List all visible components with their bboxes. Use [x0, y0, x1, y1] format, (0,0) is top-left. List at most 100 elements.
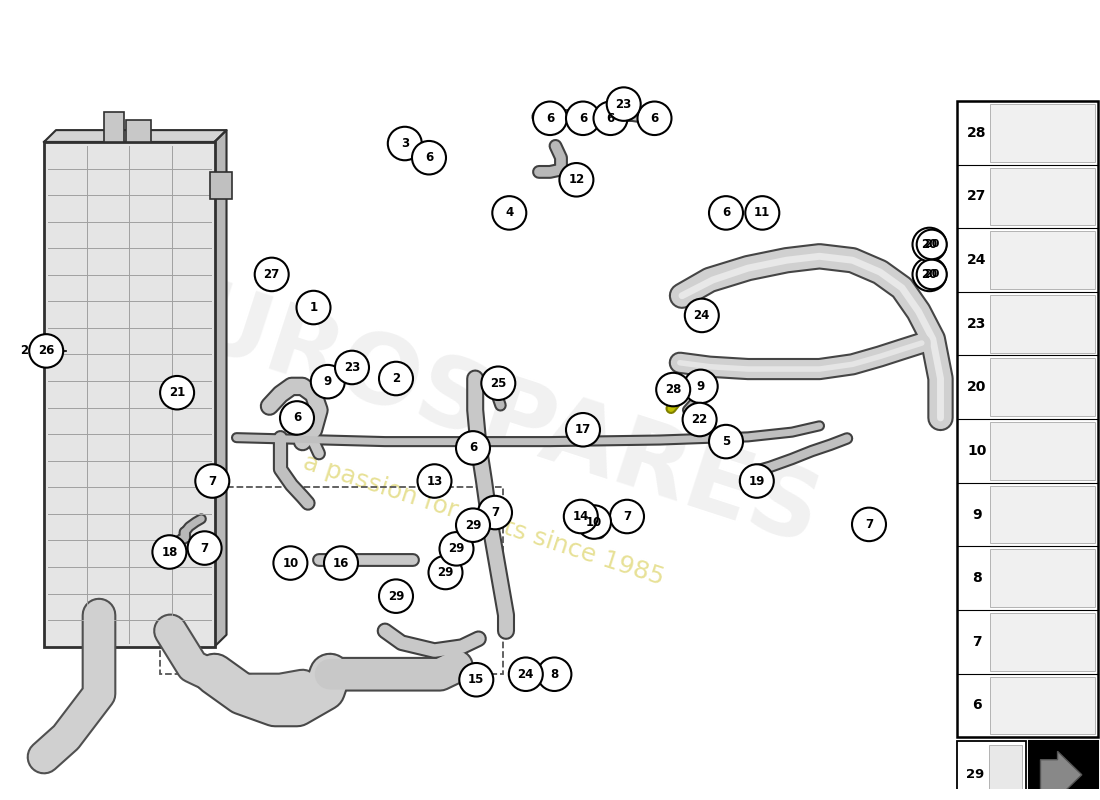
Bar: [990, 677, 1094, 734]
Text: 6: 6: [579, 112, 587, 125]
Bar: [990, 231, 1094, 289]
Text: 27: 27: [967, 190, 987, 203]
Text: 28: 28: [666, 383, 681, 396]
Circle shape: [324, 546, 358, 580]
Circle shape: [418, 464, 451, 498]
Text: 26: 26: [39, 345, 54, 358]
Text: 9: 9: [972, 507, 982, 522]
Bar: [990, 358, 1094, 416]
Text: 10: 10: [967, 444, 987, 458]
Text: 16: 16: [333, 557, 349, 570]
Circle shape: [913, 258, 946, 291]
Bar: [957, 101, 1098, 738]
Circle shape: [196, 464, 229, 498]
Text: 12: 12: [569, 174, 584, 186]
Circle shape: [482, 366, 515, 400]
Circle shape: [478, 496, 512, 530]
Text: 29: 29: [966, 768, 984, 782]
Text: 121 05: 121 05: [1040, 788, 1087, 800]
Circle shape: [188, 531, 221, 565]
Polygon shape: [214, 130, 227, 646]
Circle shape: [710, 196, 742, 230]
Bar: [44, 142, 214, 646]
Text: a passion for parts since 1985: a passion for parts since 1985: [300, 450, 668, 590]
Circle shape: [685, 298, 718, 332]
Text: 20: 20: [922, 238, 937, 251]
Circle shape: [280, 401, 314, 434]
Text: 20: 20: [924, 270, 939, 279]
Text: 4: 4: [505, 206, 514, 219]
Text: 7: 7: [491, 506, 499, 519]
Bar: [990, 167, 1094, 226]
Circle shape: [916, 260, 947, 290]
Circle shape: [534, 102, 566, 135]
Circle shape: [412, 141, 446, 174]
Circle shape: [913, 228, 946, 262]
Circle shape: [311, 365, 344, 398]
Text: EUROSPARES: EUROSPARES: [116, 254, 830, 566]
Circle shape: [566, 102, 600, 135]
Text: 29: 29: [465, 518, 481, 532]
Bar: [990, 295, 1094, 353]
Text: 7: 7: [208, 474, 217, 487]
Text: 28: 28: [967, 126, 987, 140]
Circle shape: [683, 402, 716, 436]
Text: 20: 20: [922, 268, 937, 281]
Text: 7: 7: [200, 542, 209, 554]
Text: 6: 6: [469, 442, 477, 454]
Circle shape: [297, 290, 330, 324]
Circle shape: [852, 508, 886, 541]
Text: 7: 7: [865, 518, 873, 531]
Circle shape: [638, 102, 671, 135]
Text: 6: 6: [606, 112, 615, 125]
Bar: [990, 104, 1094, 162]
Text: 3: 3: [400, 137, 409, 150]
Text: 23: 23: [967, 317, 987, 330]
Text: 20: 20: [967, 380, 987, 394]
Bar: [957, 742, 1026, 800]
Circle shape: [916, 230, 947, 259]
Bar: [1028, 742, 1098, 800]
Text: 9: 9: [323, 375, 332, 388]
Text: 29: 29: [388, 590, 404, 602]
Text: 24: 24: [967, 253, 987, 267]
Text: 6: 6: [425, 151, 433, 164]
Circle shape: [566, 413, 600, 446]
Text: 29: 29: [438, 566, 453, 579]
Text: 17: 17: [575, 423, 591, 436]
Text: 29: 29: [449, 542, 464, 555]
Bar: [990, 422, 1094, 480]
Circle shape: [657, 373, 690, 406]
Circle shape: [336, 350, 368, 384]
Text: 19: 19: [749, 474, 764, 487]
Text: 27: 27: [264, 268, 279, 281]
Text: 24: 24: [518, 668, 534, 681]
Text: 6: 6: [293, 411, 301, 425]
Text: 20: 20: [924, 239, 939, 250]
Bar: [160, 487, 503, 674]
Circle shape: [564, 500, 597, 534]
Text: 14: 14: [573, 510, 588, 523]
Circle shape: [388, 126, 421, 160]
Text: 9: 9: [696, 380, 705, 393]
Bar: [125, 120, 151, 142]
Circle shape: [610, 500, 643, 534]
Text: 11: 11: [755, 206, 770, 219]
Circle shape: [594, 102, 627, 135]
Text: 24: 24: [694, 309, 710, 322]
Text: 8: 8: [550, 668, 559, 681]
Circle shape: [460, 663, 493, 697]
Circle shape: [440, 532, 473, 566]
Text: 2: 2: [392, 372, 400, 385]
Circle shape: [456, 509, 490, 542]
Circle shape: [607, 87, 640, 121]
Text: 10: 10: [586, 515, 602, 529]
Circle shape: [379, 579, 412, 613]
Text: 1: 1: [309, 301, 318, 314]
Text: 21: 21: [169, 386, 185, 399]
Circle shape: [684, 370, 717, 403]
Circle shape: [153, 535, 186, 569]
Bar: [209, 171, 231, 199]
Bar: [990, 550, 1094, 607]
Text: 7: 7: [972, 635, 982, 649]
